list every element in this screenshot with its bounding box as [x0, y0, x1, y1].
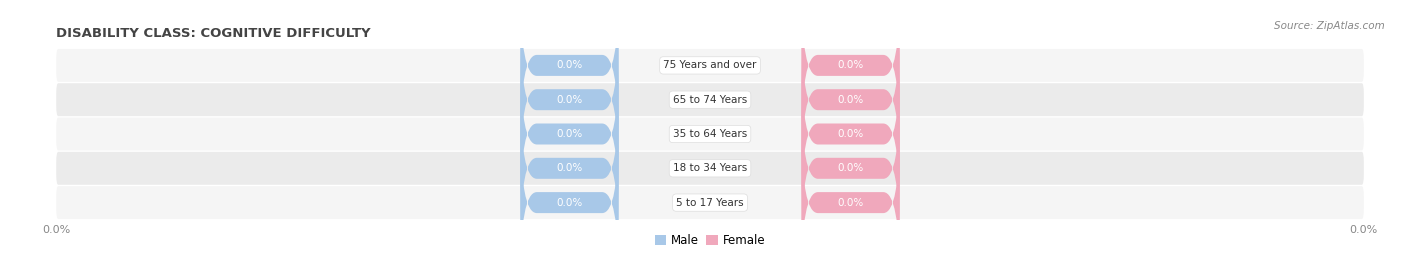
FancyBboxPatch shape	[56, 49, 1364, 82]
Text: 18 to 34 Years: 18 to 34 Years	[673, 163, 747, 173]
Legend: Male, Female: Male, Female	[650, 229, 770, 252]
FancyBboxPatch shape	[520, 127, 619, 268]
Text: 0.0%: 0.0%	[557, 198, 582, 208]
Text: 0.0%: 0.0%	[557, 95, 582, 105]
Text: DISABILITY CLASS: COGNITIVE DIFFICULTY: DISABILITY CLASS: COGNITIVE DIFFICULTY	[56, 27, 371, 40]
FancyBboxPatch shape	[520, 93, 619, 244]
FancyBboxPatch shape	[801, 24, 900, 175]
FancyBboxPatch shape	[801, 59, 900, 209]
FancyBboxPatch shape	[56, 186, 1364, 219]
FancyBboxPatch shape	[56, 152, 1364, 185]
Text: 0.0%: 0.0%	[838, 60, 863, 70]
Text: 0.0%: 0.0%	[838, 198, 863, 208]
Text: 0.0%: 0.0%	[838, 129, 863, 139]
FancyBboxPatch shape	[520, 24, 619, 175]
FancyBboxPatch shape	[801, 127, 900, 268]
Text: 0.0%: 0.0%	[838, 95, 863, 105]
Text: 0.0%: 0.0%	[557, 163, 582, 173]
Text: 65 to 74 Years: 65 to 74 Years	[673, 95, 747, 105]
Text: 0.0%: 0.0%	[838, 163, 863, 173]
FancyBboxPatch shape	[801, 93, 900, 244]
FancyBboxPatch shape	[520, 0, 619, 141]
FancyBboxPatch shape	[56, 118, 1364, 150]
Text: 75 Years and over: 75 Years and over	[664, 60, 756, 70]
FancyBboxPatch shape	[56, 83, 1364, 116]
Text: 0.0%: 0.0%	[557, 129, 582, 139]
Text: 5 to 17 Years: 5 to 17 Years	[676, 198, 744, 208]
Text: Source: ZipAtlas.com: Source: ZipAtlas.com	[1274, 21, 1385, 31]
FancyBboxPatch shape	[520, 59, 619, 209]
FancyBboxPatch shape	[801, 0, 900, 141]
Text: 0.0%: 0.0%	[557, 60, 582, 70]
Text: 35 to 64 Years: 35 to 64 Years	[673, 129, 747, 139]
